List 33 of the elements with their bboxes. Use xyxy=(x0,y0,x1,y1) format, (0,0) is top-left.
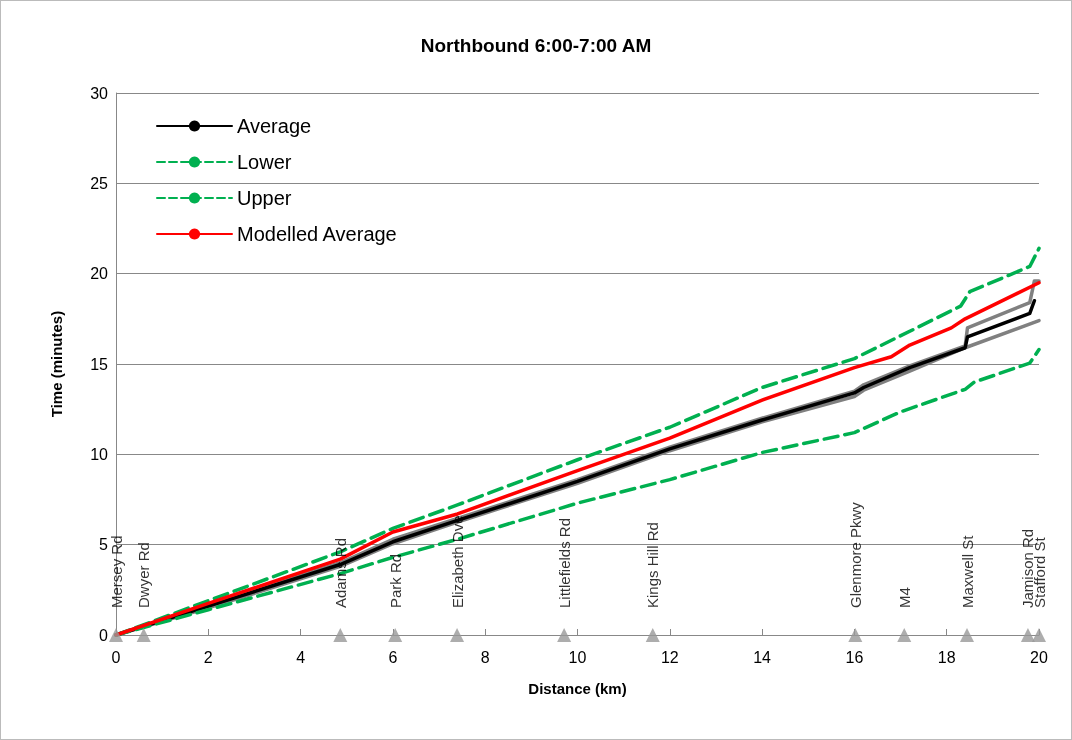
legend-label: Upper xyxy=(237,187,292,209)
data-label: Littlefields Rd xyxy=(555,517,573,608)
y-tick-label: 20 xyxy=(90,265,109,283)
data-label: Dwyer Rd xyxy=(135,542,153,608)
data-label: Mersey Rd xyxy=(107,535,125,608)
x-axis-title: Distance (km) xyxy=(528,680,627,697)
y-tick-label: 25 xyxy=(90,174,109,192)
data-label: M4 xyxy=(895,587,913,608)
x-tick-label: 20 xyxy=(1030,648,1048,666)
legend-label: Average xyxy=(237,115,312,137)
data-label: Maxwell St xyxy=(958,534,976,608)
x-tick-label: 2 xyxy=(203,648,213,666)
x-tick-label: 16 xyxy=(845,648,864,666)
y-tick-label: 10 xyxy=(90,445,109,463)
x-tick-label: 4 xyxy=(296,648,306,666)
data-label: Glenmore Pkwy xyxy=(846,501,864,608)
x-tick-label: 6 xyxy=(388,648,398,666)
x-tick-label: 8 xyxy=(480,648,490,666)
x-tick-label: 10 xyxy=(568,648,587,666)
chart-title: Northbound 6:00-7:00 AM xyxy=(420,35,652,56)
x-tick-label: 18 xyxy=(937,648,956,666)
data-label: Kings Hill Rd xyxy=(644,522,662,608)
data-label: Park Rd xyxy=(386,553,404,608)
y-tick-label: 5 xyxy=(99,536,109,554)
y-tick-label: 15 xyxy=(90,355,109,373)
x-tick-label: 0 xyxy=(111,648,121,666)
legend-label: Modelled Average xyxy=(237,223,397,245)
legend-label: Lower xyxy=(237,151,292,173)
y-axis-title: Time (minutes) xyxy=(48,310,65,418)
y-tick-label: 0 xyxy=(99,626,109,644)
y-tick-label: 30 xyxy=(90,84,109,102)
x-tick-label: 14 xyxy=(753,648,772,666)
x-tick-label: 12 xyxy=(660,648,679,666)
